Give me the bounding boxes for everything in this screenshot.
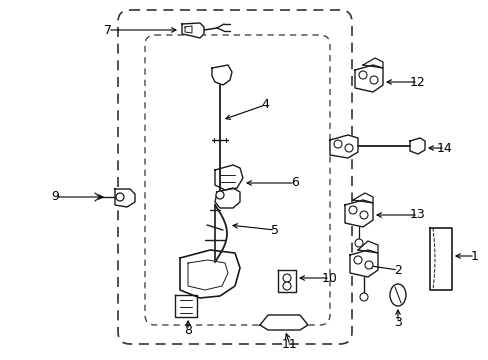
Circle shape	[333, 140, 341, 148]
Circle shape	[345, 144, 352, 152]
Text: 13: 13	[409, 208, 425, 221]
Text: 6: 6	[290, 176, 298, 189]
Polygon shape	[345, 200, 372, 227]
Polygon shape	[278, 270, 295, 292]
Circle shape	[354, 239, 362, 247]
Text: 14: 14	[436, 141, 452, 154]
Circle shape	[348, 206, 356, 214]
Ellipse shape	[389, 284, 405, 306]
Polygon shape	[180, 250, 240, 298]
Polygon shape	[329, 135, 357, 158]
Text: 9: 9	[51, 190, 59, 203]
Polygon shape	[182, 23, 203, 38]
Circle shape	[116, 193, 124, 201]
Polygon shape	[260, 315, 307, 330]
Polygon shape	[409, 138, 424, 154]
Text: 3: 3	[393, 315, 401, 328]
Polygon shape	[115, 189, 135, 207]
Polygon shape	[349, 250, 377, 277]
Circle shape	[283, 282, 290, 290]
Circle shape	[353, 256, 361, 264]
Polygon shape	[354, 65, 382, 92]
Polygon shape	[175, 295, 197, 317]
Text: 7: 7	[104, 23, 112, 36]
Polygon shape	[215, 165, 243, 190]
Circle shape	[358, 71, 366, 79]
Circle shape	[364, 261, 372, 269]
Text: 5: 5	[270, 224, 279, 237]
Circle shape	[216, 191, 224, 199]
Text: 2: 2	[393, 264, 401, 276]
Text: 1: 1	[470, 249, 478, 262]
Circle shape	[369, 76, 377, 84]
Text: 8: 8	[183, 324, 192, 337]
Polygon shape	[429, 228, 451, 290]
Circle shape	[359, 211, 367, 219]
Text: 10: 10	[322, 271, 337, 284]
Text: 12: 12	[409, 76, 425, 89]
Polygon shape	[212, 65, 231, 85]
Polygon shape	[184, 26, 192, 33]
Text: 11: 11	[282, 338, 297, 351]
Polygon shape	[215, 188, 240, 208]
Text: 4: 4	[261, 99, 268, 112]
Circle shape	[283, 274, 290, 282]
Circle shape	[359, 293, 367, 301]
